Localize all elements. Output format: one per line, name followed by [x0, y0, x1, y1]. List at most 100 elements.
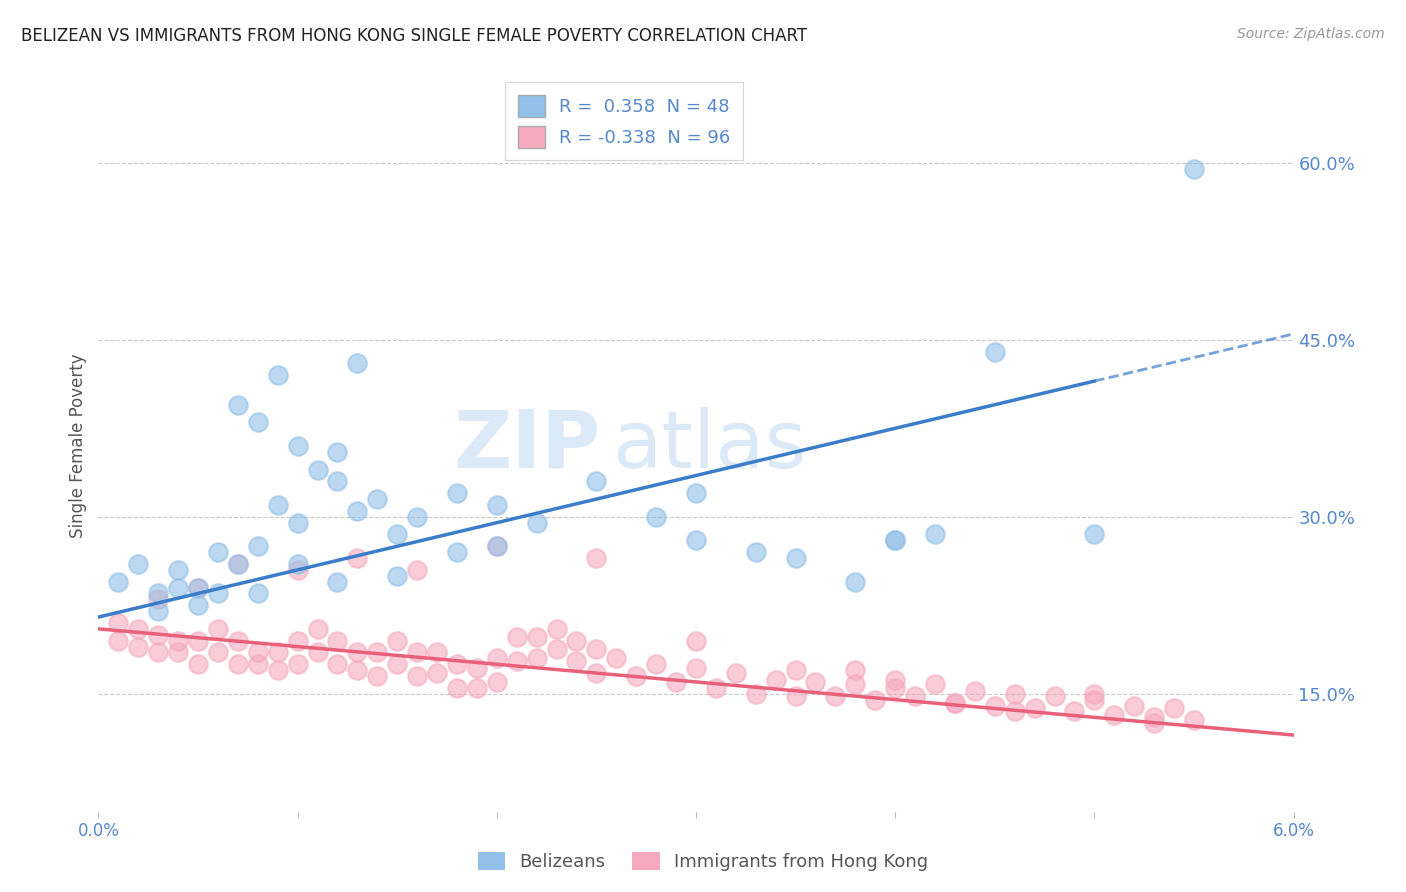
Point: [526, 630, 548, 644]
Point: [704, 681, 727, 695]
Point: [963, 684, 986, 698]
Point: [267, 663, 290, 677]
Point: [724, 665, 747, 680]
Point: [167, 633, 190, 648]
Point: [366, 669, 388, 683]
Point: [385, 657, 409, 672]
Point: [485, 539, 508, 553]
Point: [346, 663, 368, 677]
Point: [804, 675, 827, 690]
Point: [107, 574, 129, 589]
Legend: Belizeans, Immigrants from Hong Kong: Belizeans, Immigrants from Hong Kong: [471, 845, 935, 879]
Point: [526, 651, 548, 665]
Point: [226, 398, 249, 412]
Point: [207, 545, 229, 559]
Point: [287, 633, 309, 648]
Point: [1043, 689, 1066, 703]
Text: ZIP: ZIP: [453, 407, 600, 485]
Point: [865, 692, 887, 706]
Point: [844, 677, 866, 691]
Point: [287, 516, 309, 530]
Point: [107, 633, 129, 648]
Point: [287, 439, 309, 453]
Point: [1083, 687, 1105, 701]
Point: [884, 533, 907, 548]
Point: [107, 615, 129, 630]
Point: [585, 641, 607, 656]
Point: [187, 633, 209, 648]
Point: [1004, 687, 1026, 701]
Point: [665, 675, 688, 690]
Point: [246, 539, 269, 553]
Point: [426, 665, 449, 680]
Point: [485, 675, 508, 690]
Point: [326, 657, 349, 672]
Point: [585, 551, 607, 566]
Point: [685, 661, 707, 675]
Point: [307, 622, 329, 636]
Point: [984, 344, 1007, 359]
Point: [207, 622, 229, 636]
Point: [207, 645, 229, 659]
Point: [326, 475, 349, 489]
Point: [943, 696, 966, 710]
Point: [785, 551, 807, 566]
Point: [307, 645, 329, 659]
Point: [1123, 698, 1146, 713]
Point: [605, 651, 627, 665]
Point: [226, 557, 249, 571]
Point: [645, 657, 668, 672]
Point: [326, 633, 349, 648]
Point: [546, 622, 568, 636]
Point: [226, 657, 249, 672]
Point: [465, 681, 488, 695]
Point: [246, 657, 269, 672]
Point: [1104, 708, 1126, 723]
Point: [127, 622, 149, 636]
Point: [1143, 710, 1166, 724]
Point: [465, 661, 488, 675]
Point: [904, 689, 927, 703]
Point: [187, 581, 209, 595]
Point: [167, 563, 190, 577]
Point: [645, 509, 668, 524]
Point: [565, 633, 588, 648]
Text: atlas: atlas: [613, 407, 807, 485]
Point: [127, 557, 149, 571]
Point: [884, 681, 907, 695]
Point: [406, 509, 429, 524]
Point: [765, 673, 787, 687]
Point: [1063, 705, 1085, 719]
Point: [267, 498, 290, 512]
Point: [785, 663, 807, 677]
Point: [506, 654, 529, 668]
Point: [685, 533, 707, 548]
Point: [346, 551, 368, 566]
Point: [1083, 692, 1105, 706]
Point: [406, 669, 429, 683]
Legend: R =  0.358  N = 48, R = -0.338  N = 96: R = 0.358 N = 48, R = -0.338 N = 96: [505, 82, 744, 161]
Point: [685, 486, 707, 500]
Point: [148, 592, 170, 607]
Point: [745, 545, 768, 559]
Point: [585, 475, 607, 489]
Point: [824, 689, 846, 703]
Point: [844, 574, 866, 589]
Point: [1182, 161, 1205, 176]
Point: [187, 599, 209, 613]
Point: [307, 462, 329, 476]
Point: [346, 645, 368, 659]
Point: [326, 574, 349, 589]
Point: [346, 504, 368, 518]
Point: [844, 663, 866, 677]
Point: [485, 539, 508, 553]
Point: [267, 368, 290, 383]
Point: [246, 645, 269, 659]
Point: [526, 516, 548, 530]
Point: [148, 586, 170, 600]
Point: [326, 445, 349, 459]
Point: [485, 498, 508, 512]
Point: [1163, 701, 1185, 715]
Point: [943, 696, 966, 710]
Point: [226, 557, 249, 571]
